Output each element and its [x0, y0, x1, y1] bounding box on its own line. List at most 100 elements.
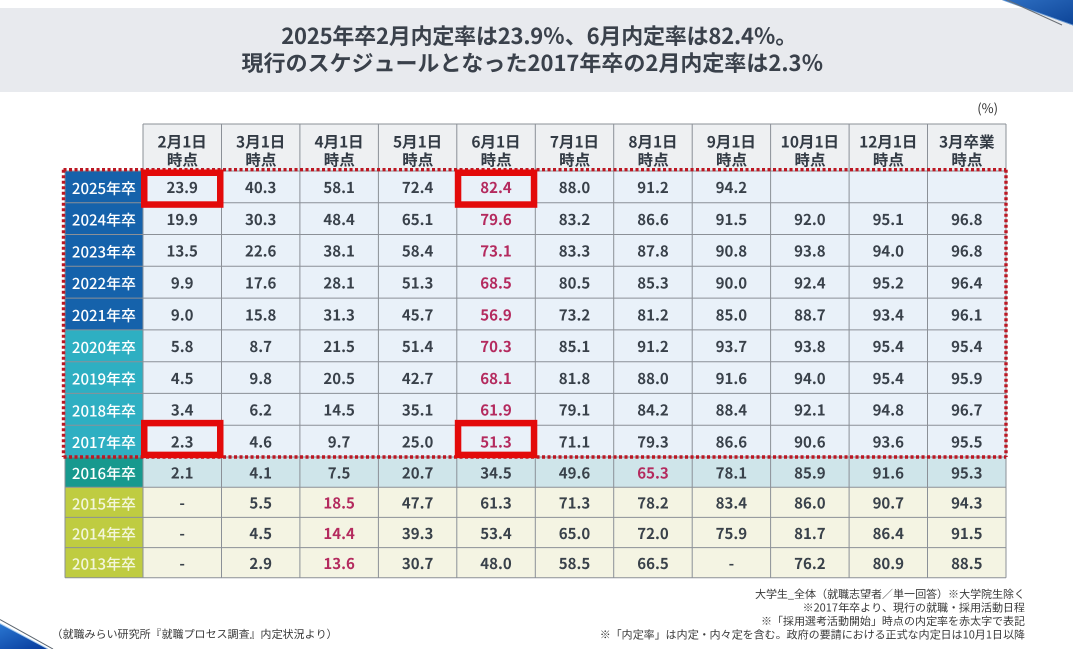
svg-text:95.9: 95.9 [951, 368, 983, 389]
svg-text:81.2: 81.2 [637, 304, 669, 325]
svg-text:56.9: 56.9 [480, 304, 512, 325]
svg-text:71.3: 71.3 [559, 493, 591, 514]
svg-text:68.1: 68.1 [480, 368, 511, 389]
svg-text:5.8: 5.8 [171, 336, 194, 357]
svg-text:85.1: 85.1 [559, 336, 590, 357]
svg-text:93.8: 93.8 [794, 241, 826, 262]
svg-text:94.0: 94.0 [873, 241, 905, 262]
svg-text:95.4: 95.4 [873, 368, 905, 389]
svg-text:86.4: 86.4 [873, 523, 905, 544]
svg-text:79.6: 79.6 [480, 209, 512, 230]
svg-text:61.3: 61.3 [480, 493, 512, 514]
svg-text:70.3: 70.3 [480, 336, 512, 357]
svg-text:95.3: 95.3 [951, 462, 983, 483]
svg-text:86.6: 86.6 [716, 431, 748, 452]
svg-text:95.4: 95.4 [951, 336, 983, 357]
svg-text:78.2: 78.2 [637, 493, 669, 514]
svg-text:13.6: 13.6 [323, 553, 355, 574]
svg-text:88.4: 88.4 [716, 400, 748, 421]
svg-text:2月1日: 2月1日 [158, 131, 207, 153]
svg-text:84.2: 84.2 [637, 400, 669, 421]
svg-text:時点: 時点 [480, 149, 511, 171]
svg-text:91.6: 91.6 [873, 462, 905, 483]
svg-text:91.2: 91.2 [637, 177, 669, 198]
svg-text:96.8: 96.8 [951, 241, 983, 262]
svg-text:92.1: 92.1 [794, 400, 825, 421]
svg-text:9月1日: 9月1日 [707, 131, 756, 153]
svg-text:25.0: 25.0 [402, 431, 434, 452]
svg-text:93.8: 93.8 [794, 336, 826, 357]
svg-text:時点: 時点 [402, 149, 433, 171]
svg-text:80.9: 80.9 [873, 553, 905, 574]
svg-text:48.0: 48.0 [480, 553, 512, 574]
svg-text:14.5: 14.5 [323, 400, 355, 421]
svg-text:51.4: 51.4 [402, 336, 434, 357]
svg-text:2022年卒: 2022年卒 [72, 273, 136, 294]
svg-text:72.4: 72.4 [402, 177, 434, 198]
svg-text:時点: 時点 [245, 149, 276, 171]
svg-text:81.7: 81.7 [794, 523, 826, 544]
svg-text:3月1日: 3月1日 [236, 131, 285, 153]
svg-text:76.2: 76.2 [794, 553, 826, 574]
svg-text:40.3: 40.3 [245, 177, 277, 198]
svg-text:47.7: 47.7 [402, 493, 434, 514]
svg-text:※「内定率」は内定・内々定を含む。政府の要請における正式な内: ※「内定率」は内定・内々定を含む。政府の要請における正式な内定日は10月1日以降 [600, 626, 1026, 642]
svg-text:-: - [179, 493, 185, 514]
svg-text:9.8: 9.8 [249, 368, 272, 389]
svg-text:5.5: 5.5 [249, 493, 272, 514]
svg-text:大学生_全体（就職志望者／単一回答）※大学院生除く: 大学生_全体（就職志望者／単一回答）※大学院生除く [755, 586, 1025, 602]
svg-text:時点: 時点 [951, 149, 982, 171]
svg-text:79.3: 79.3 [637, 431, 669, 452]
svg-text:2015年卒: 2015年卒 [72, 493, 136, 514]
svg-text:35.1: 35.1 [402, 400, 433, 421]
svg-text:88.0: 88.0 [637, 368, 669, 389]
svg-text:96.8: 96.8 [951, 209, 983, 230]
svg-text:※2017年卒より、現行の就職・採用活動日程: ※2017年卒より、現行の就職・採用活動日程 [803, 600, 1025, 616]
svg-text:14.4: 14.4 [323, 523, 355, 544]
svg-text:65.3: 65.3 [637, 462, 669, 483]
svg-text:83.2: 83.2 [559, 209, 591, 230]
svg-text:90.8: 90.8 [716, 241, 748, 262]
svg-text:90.0: 90.0 [716, 273, 748, 294]
svg-text:9.7: 9.7 [328, 431, 351, 452]
svg-text:66.5: 66.5 [637, 553, 669, 574]
svg-text:58.4: 58.4 [402, 241, 434, 262]
svg-text:96.4: 96.4 [951, 273, 983, 294]
svg-text:15.8: 15.8 [245, 304, 277, 325]
svg-text:7月1日: 7月1日 [550, 131, 599, 153]
svg-text:39.3: 39.3 [402, 523, 434, 544]
svg-text:30.3: 30.3 [245, 209, 277, 230]
svg-text:30.7: 30.7 [402, 553, 434, 574]
svg-text:（就職みらい研究所『就職プロセス調査』内定状況より）: （就職みらい研究所『就職プロセス調査』内定状況より） [52, 626, 338, 642]
svg-text:83.4: 83.4 [716, 493, 748, 514]
svg-text:79.1: 79.1 [559, 400, 590, 421]
svg-text:21.5: 21.5 [323, 336, 355, 357]
svg-text:94.0: 94.0 [794, 368, 826, 389]
svg-text:51.3: 51.3 [402, 273, 434, 294]
svg-text:51.3: 51.3 [480, 431, 512, 452]
svg-text:2018年卒: 2018年卒 [72, 400, 136, 421]
svg-text:87.8: 87.8 [637, 241, 669, 262]
svg-text:49.6: 49.6 [559, 462, 591, 483]
svg-text:5月1日: 5月1日 [393, 131, 442, 153]
svg-text:85.9: 85.9 [794, 462, 826, 483]
svg-text:時点: 時点 [167, 149, 198, 171]
svg-text:19.9: 19.9 [166, 209, 198, 230]
svg-text:53.4: 53.4 [480, 523, 512, 544]
svg-text:65.0: 65.0 [559, 523, 591, 544]
svg-text:78.1: 78.1 [716, 462, 747, 483]
svg-text:92.4: 92.4 [794, 273, 826, 294]
svg-text:2020年卒: 2020年卒 [72, 337, 136, 358]
svg-text:(%): (%) [977, 98, 998, 117]
svg-text:86.0: 86.0 [794, 493, 826, 514]
svg-text:6月1日: 6月1日 [471, 131, 520, 153]
svg-text:91.5: 91.5 [951, 523, 983, 544]
svg-text:96.1: 96.1 [951, 304, 982, 325]
svg-text:95.1: 95.1 [873, 209, 904, 230]
svg-text:2024年卒: 2024年卒 [72, 210, 136, 231]
svg-text:9.9: 9.9 [171, 273, 194, 294]
svg-text:85.3: 85.3 [637, 273, 669, 294]
svg-text:2019年卒: 2019年卒 [72, 369, 136, 390]
svg-text:時点: 時点 [559, 149, 590, 171]
svg-text:2021年卒: 2021年卒 [72, 305, 136, 326]
